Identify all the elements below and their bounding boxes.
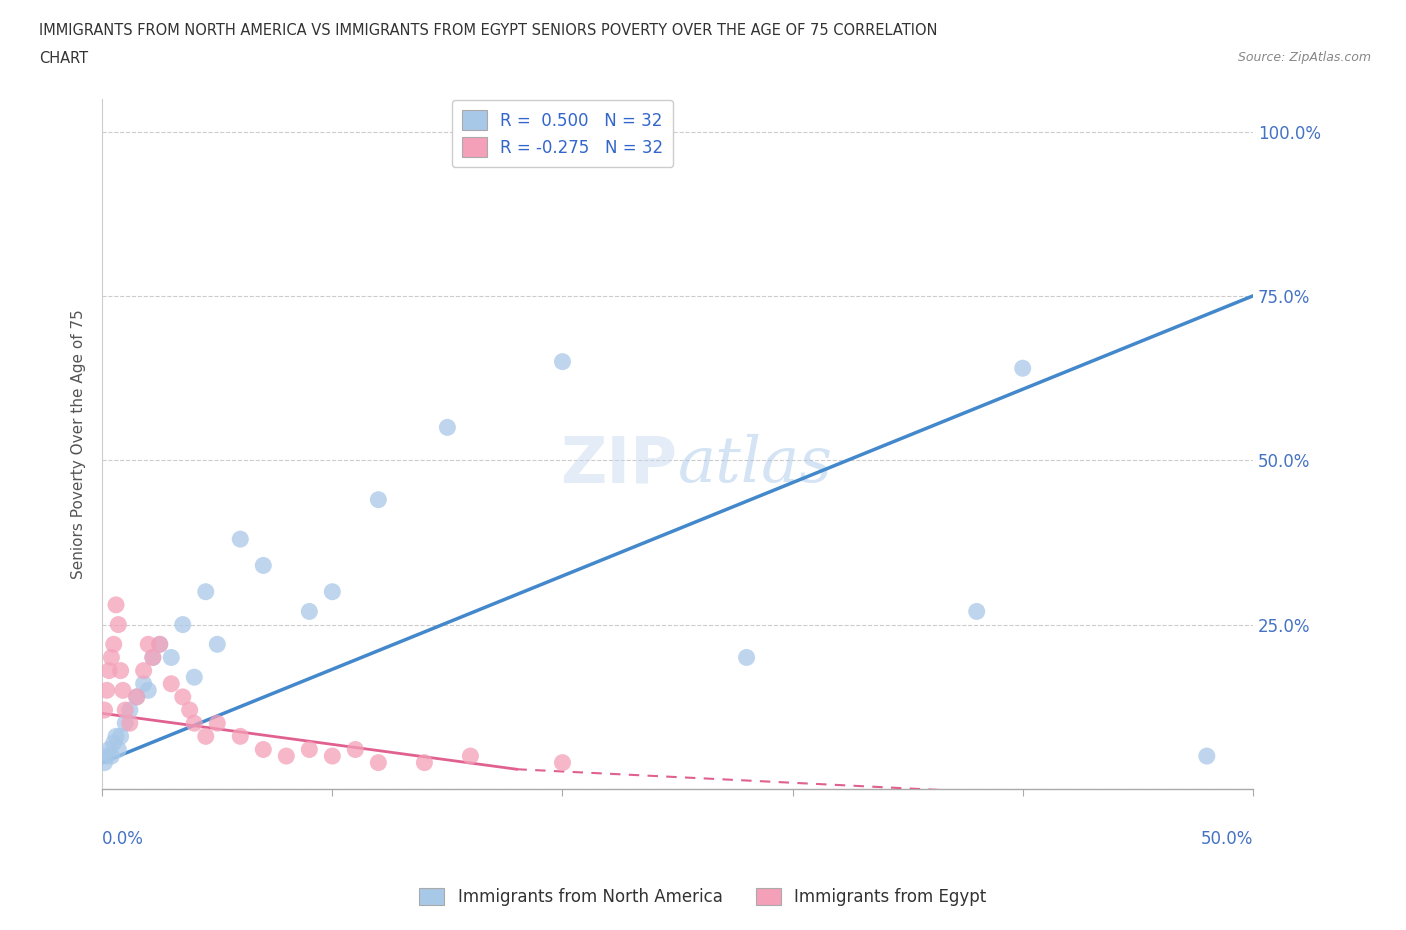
Point xyxy=(252,742,274,757)
Point xyxy=(735,650,758,665)
Point xyxy=(142,650,165,665)
Point xyxy=(100,749,122,764)
Point xyxy=(344,742,367,757)
Point xyxy=(540,124,562,139)
Legend: Immigrants from North America, Immigrants from Egypt: Immigrants from North America, Immigrant… xyxy=(413,881,993,912)
Point xyxy=(110,729,132,744)
Text: 50.0%: 50.0% xyxy=(1201,830,1253,848)
Y-axis label: Seniors Poverty Over the Age of 75: Seniors Poverty Over the Age of 75 xyxy=(72,309,86,578)
Point xyxy=(229,729,252,744)
Point xyxy=(172,689,194,704)
Point xyxy=(111,683,134,698)
Point xyxy=(114,716,136,731)
Point xyxy=(93,755,115,770)
Point xyxy=(460,749,482,764)
Point xyxy=(436,420,458,435)
Text: IMMIGRANTS FROM NORTH AMERICA VS IMMIGRANTS FROM EGYPT SENIORS POVERTY OVER THE : IMMIGRANTS FROM NORTH AMERICA VS IMMIGRA… xyxy=(39,23,938,38)
Point xyxy=(551,354,574,369)
Point xyxy=(298,604,321,618)
Point xyxy=(114,702,136,717)
Point xyxy=(98,742,121,757)
Point xyxy=(160,650,183,665)
Point xyxy=(142,650,165,665)
Point xyxy=(367,492,389,507)
Point xyxy=(172,618,194,632)
Point xyxy=(110,663,132,678)
Point xyxy=(194,729,217,744)
Text: Source: ZipAtlas.com: Source: ZipAtlas.com xyxy=(1237,51,1371,64)
Point xyxy=(367,755,389,770)
Point xyxy=(321,584,343,599)
Point xyxy=(252,558,274,573)
Point xyxy=(183,716,205,731)
Point xyxy=(149,637,172,652)
Point xyxy=(207,716,229,731)
Point xyxy=(413,755,436,770)
Point xyxy=(125,689,148,704)
Point xyxy=(149,637,172,652)
Text: CHART: CHART xyxy=(39,51,89,66)
Point xyxy=(93,702,115,717)
Point xyxy=(103,637,125,652)
Text: ZIP: ZIP xyxy=(561,433,678,496)
Point xyxy=(183,670,205,684)
Text: 0.0%: 0.0% xyxy=(103,830,143,848)
Point xyxy=(1195,749,1218,764)
Point xyxy=(132,663,155,678)
Point xyxy=(194,584,217,599)
Legend: R =  0.500   N = 32, R = -0.275   N = 32: R = 0.500 N = 32, R = -0.275 N = 32 xyxy=(451,100,673,167)
Point xyxy=(136,637,159,652)
Point xyxy=(105,729,128,744)
Text: atlas: atlas xyxy=(678,433,832,496)
Point xyxy=(207,637,229,652)
Point xyxy=(107,618,129,632)
Point xyxy=(229,532,252,547)
Point xyxy=(1011,361,1033,376)
Point xyxy=(321,749,343,764)
Point xyxy=(298,742,321,757)
Point xyxy=(132,676,155,691)
Point xyxy=(276,749,298,764)
Point xyxy=(125,689,148,704)
Point xyxy=(179,702,201,717)
Point xyxy=(551,755,574,770)
Point xyxy=(118,716,141,731)
Point xyxy=(100,650,122,665)
Point xyxy=(107,742,129,757)
Point xyxy=(103,736,125,751)
Point xyxy=(98,663,121,678)
Point xyxy=(96,749,118,764)
Point xyxy=(966,604,988,618)
Point xyxy=(136,683,159,698)
Point xyxy=(160,676,183,691)
Point xyxy=(105,597,128,612)
Point xyxy=(118,702,141,717)
Point xyxy=(96,683,118,698)
